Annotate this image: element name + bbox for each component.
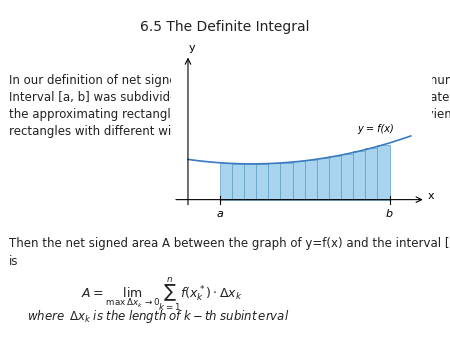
Text: y: y [189, 43, 196, 53]
Bar [292, 162, 305, 200]
Bar [220, 163, 232, 200]
Bar [329, 156, 341, 200]
Bar [305, 160, 317, 200]
Text: y = f(x): y = f(x) [357, 124, 394, 134]
Bar [232, 164, 244, 200]
Text: b: b [386, 209, 393, 219]
Text: x: x [428, 191, 434, 201]
Bar [244, 164, 256, 200]
Bar [378, 145, 390, 200]
Bar [341, 154, 353, 200]
Bar [317, 158, 329, 200]
Text: Then the net signed area A between the graph of y=f(x) and the interval [a, b]
i: Then the net signed area A between the g… [9, 237, 450, 268]
Text: In our definition of net signed area, we assumed that for each positive number n: In our definition of net signed area, we… [9, 74, 450, 138]
Text: 6.5 The Definite Integral: 6.5 The Definite Integral [140, 20, 310, 34]
Bar [280, 163, 293, 200]
Text: $\mathit{where} \;\; \Delta x_k \; \mathit{is\;the\;length\;of\;} k - \mathit{th: $\mathit{where} \;\; \Delta x_k \; \math… [27, 308, 289, 324]
Bar [256, 164, 268, 200]
Text: a: a [216, 209, 223, 219]
Text: $A = \lim_{\mathrm{max}\,\Delta x_k \to 0} \sum_{k=1}^{n} f(x_k^*) \cdot \Delta : $A = \lim_{\mathrm{max}\,\Delta x_k \to … [81, 275, 243, 313]
Bar [353, 151, 365, 200]
Bar [365, 148, 378, 200]
Bar [268, 163, 280, 200]
